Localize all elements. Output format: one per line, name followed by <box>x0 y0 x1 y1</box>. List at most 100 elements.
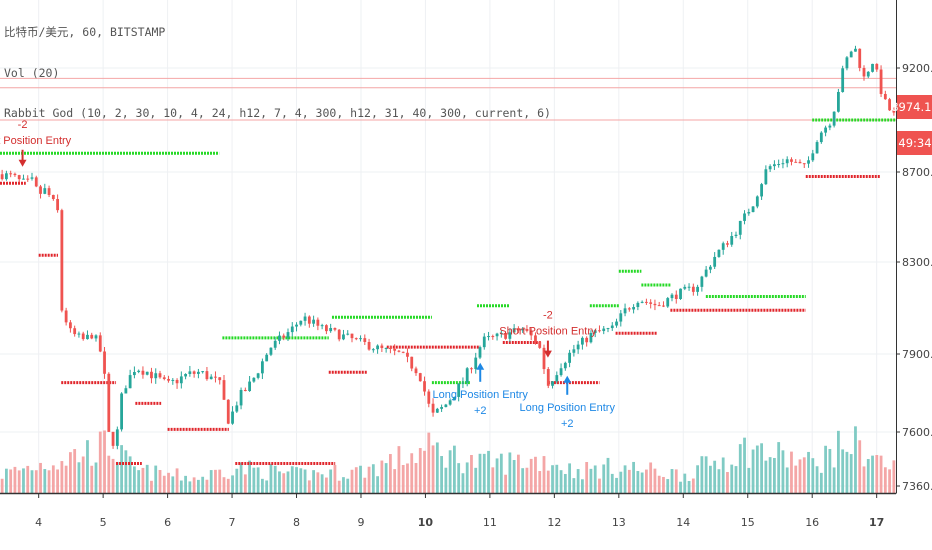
volume-bar <box>576 469 580 493</box>
x-tick-label: 5 <box>100 516 107 529</box>
volume-bar <box>568 463 571 493</box>
volume-bar <box>128 456 132 493</box>
volume-bar <box>440 456 443 493</box>
countdown-badge <box>897 131 932 155</box>
volume-bar <box>709 465 712 493</box>
y-tick-label: 9200.00 <box>902 62 932 75</box>
volume-bar <box>619 471 623 493</box>
candle-body <box>521 328 525 331</box>
candle-body <box>226 399 230 424</box>
candle-body <box>555 375 559 382</box>
volume-bar <box>888 469 891 493</box>
candle-body <box>380 345 384 349</box>
candle-body <box>201 371 205 373</box>
volume-bar <box>807 451 810 493</box>
volume-bar <box>418 448 422 493</box>
candle-body <box>60 210 64 311</box>
candle-body <box>461 382 465 384</box>
candle-body <box>120 393 123 430</box>
x-axis-ticks[interactable]: 4 5 6 7 8 9 10 11 12 13 14 15 16 17 <box>35 493 884 529</box>
volume-bar <box>517 454 520 493</box>
candle-body <box>709 266 712 270</box>
candle-body <box>828 125 832 128</box>
volume-bar <box>777 442 781 493</box>
volume-bar <box>760 443 763 493</box>
candle-body <box>858 48 862 68</box>
candle-body <box>26 178 30 180</box>
candle-body <box>423 381 426 392</box>
volume-bar <box>546 470 550 493</box>
volume-bar <box>201 476 205 493</box>
candle-body <box>86 334 89 340</box>
indicator-legend[interactable]: Rabbit God (10, 2, 30, 10, 4, 24, h12, 7… <box>4 106 551 120</box>
volume-bar <box>94 462 98 493</box>
volume-bar <box>261 478 264 493</box>
volume-bar <box>363 477 367 493</box>
candle-body <box>162 377 166 379</box>
candle-body <box>367 342 371 350</box>
volume-bar <box>303 469 307 493</box>
candle-body <box>222 380 226 400</box>
volume-bar <box>179 480 183 493</box>
volume-bar <box>824 445 827 493</box>
volume-bar <box>717 469 721 493</box>
candle-body <box>444 404 448 408</box>
volume-bar <box>679 481 682 493</box>
candle-body <box>141 370 145 375</box>
candle-body <box>329 328 333 332</box>
volume-bar <box>854 426 857 493</box>
x-tick-label: 15 <box>741 516 755 529</box>
volume-bar <box>508 452 512 493</box>
volume-bar <box>726 472 729 493</box>
candle-body <box>563 362 567 369</box>
volume-bar <box>781 450 785 493</box>
candle-body <box>704 269 708 277</box>
candle-body <box>572 349 576 353</box>
candle-body <box>764 169 768 185</box>
volume-bar <box>474 467 478 493</box>
candle-body <box>623 308 627 314</box>
candle-body <box>115 429 119 446</box>
volume-bar <box>278 471 281 493</box>
volume-bar <box>154 465 158 493</box>
volume-bar <box>858 440 862 493</box>
candle-body <box>406 352 409 357</box>
candle-body <box>427 391 431 404</box>
volume-bar <box>60 461 64 493</box>
volume-bar <box>410 453 414 493</box>
candle-body <box>30 177 34 179</box>
volume-bar <box>649 462 653 493</box>
volume-bar <box>107 455 111 493</box>
volume-bar <box>239 462 243 493</box>
volume-bar <box>214 469 217 493</box>
volume-bar <box>371 464 375 493</box>
volume-bar <box>521 468 525 493</box>
candle-body <box>184 374 187 377</box>
candle-body <box>376 345 379 350</box>
volume-bar <box>414 463 418 493</box>
y-tick-label: 8300.00 <box>902 256 932 269</box>
symbol-legend[interactable]: 比特币/美元, 60, BITSTAMP <box>4 25 166 39</box>
volume-bar <box>798 459 802 493</box>
volume-legend[interactable]: Vol (20) <box>4 66 60 80</box>
candle-body <box>9 173 13 175</box>
y-axis-ticks[interactable]: 9200.00 8700.00 8300.00 7900.00 7600.00 7360.… <box>896 62 932 493</box>
candle-body <box>69 322 72 329</box>
volume-bar <box>457 463 461 493</box>
volume-bar <box>453 445 456 493</box>
last-price-label: 8974.19 <box>891 100 932 114</box>
candle-body <box>286 332 290 338</box>
volume-bar <box>811 458 815 493</box>
candle-body <box>478 347 482 358</box>
volume-bar <box>687 481 691 493</box>
candle-body <box>418 373 422 382</box>
long-count-label: +2 <box>561 418 574 430</box>
candle-body <box>721 243 725 250</box>
candle-body <box>312 319 315 324</box>
volume-bar <box>674 469 678 493</box>
volume-bar <box>26 465 30 493</box>
volume-bar <box>602 464 606 493</box>
candle-body <box>802 163 806 165</box>
volume-bar <box>589 468 593 493</box>
